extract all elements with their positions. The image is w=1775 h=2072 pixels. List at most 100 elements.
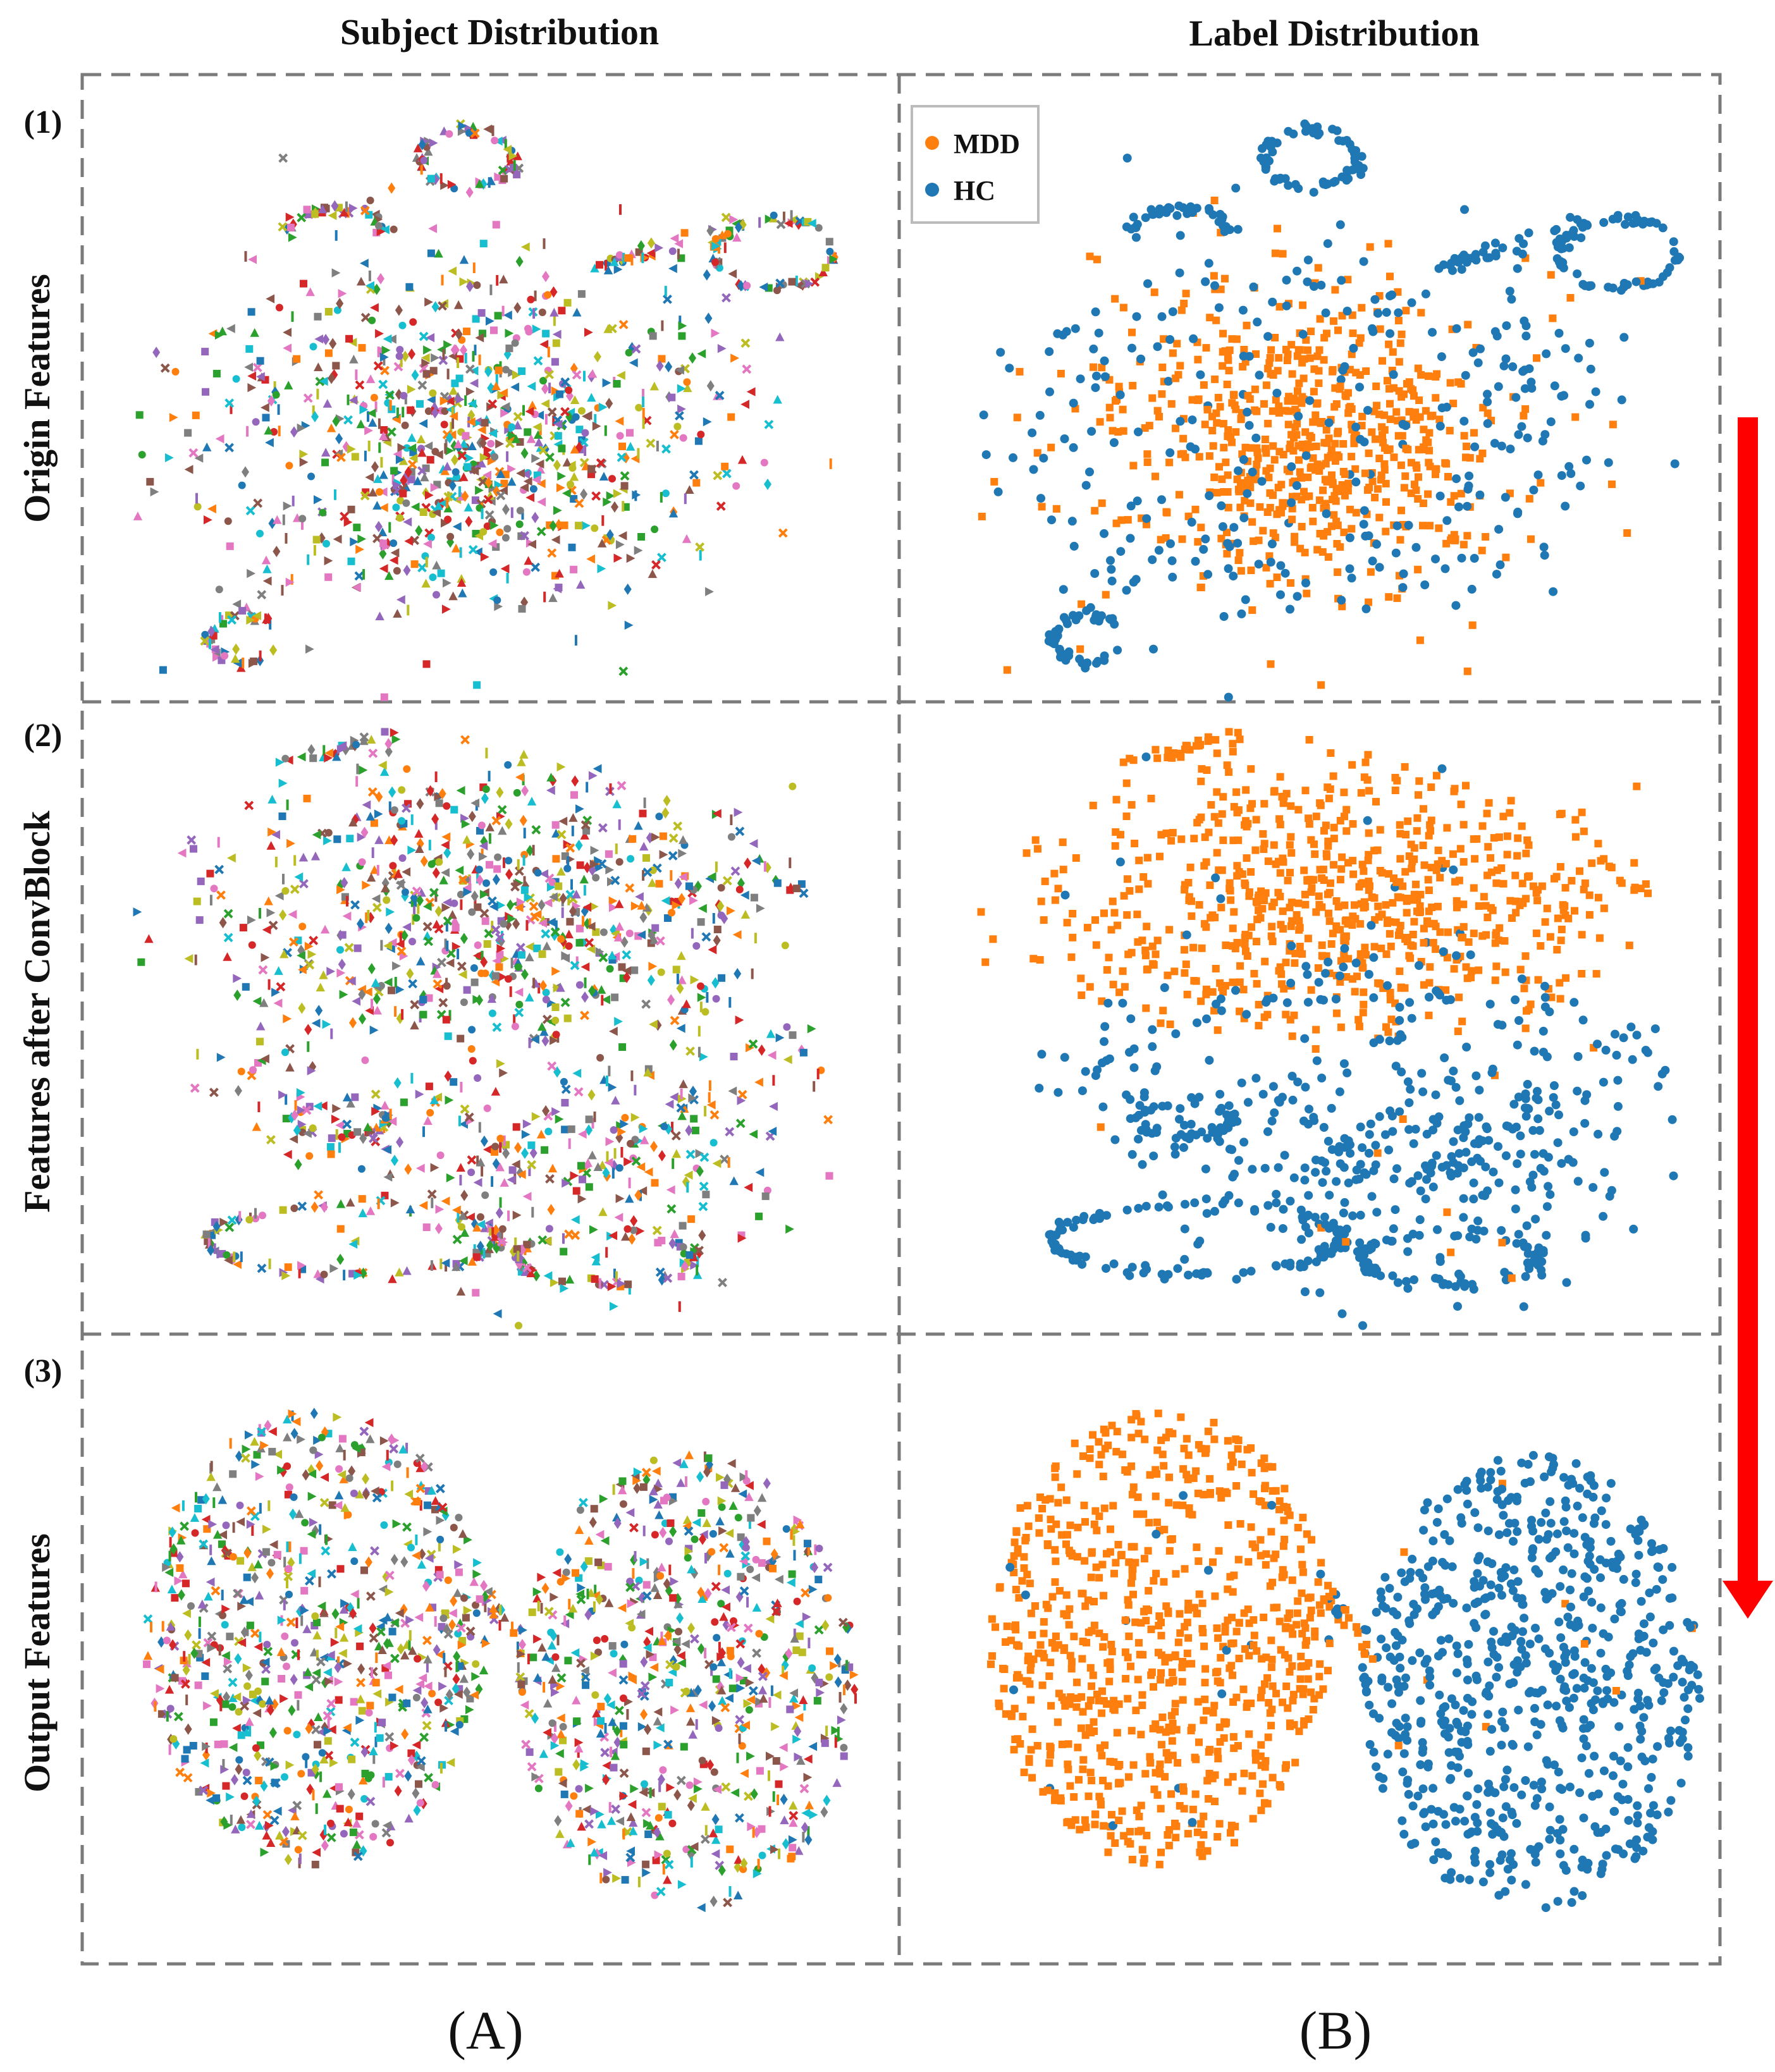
subject-point-2384: [353, 1128, 361, 1136]
subject-point-2103: [612, 1168, 615, 1179]
subject-point-2227: [698, 1026, 701, 1037]
label-point-mdd: [1260, 400, 1268, 408]
label-point-mdd: [1210, 272, 1218, 279]
subject-point-2791: [211, 1461, 213, 1472]
label-point-mdd: [1295, 457, 1303, 464]
subject-point-798: [670, 431, 678, 438]
subject-point-743: [481, 419, 489, 427]
subject-point-3524: [711, 1769, 718, 1776]
subject-point-2741: [335, 1465, 343, 1473]
subject-point-4039: [548, 1675, 557, 1684]
subject-point-171: [626, 429, 634, 437]
subject-point-3817: [735, 1514, 742, 1521]
subject-point-1863: [443, 802, 450, 810]
subject-point-1461: [741, 910, 750, 919]
subject-point-2802: [297, 1700, 299, 1711]
subject-point-920: [423, 539, 432, 548]
subject-point-2649: [304, 1683, 313, 1691]
subject-point-388: [467, 400, 476, 408]
subject-point-1840: [267, 908, 276, 917]
subject-point-804: [663, 295, 671, 303]
subject-point-2148: [754, 1077, 763, 1086]
label-point-hc: [1100, 357, 1109, 365]
subject-point-3385: [455, 1662, 458, 1672]
subject-point-3616: [794, 1550, 796, 1560]
subject-point-4007: [665, 1679, 673, 1686]
subject-point-2763: [412, 1741, 421, 1750]
label-point-mdd: [1385, 593, 1392, 601]
label-point-mdd: [1314, 353, 1322, 360]
label-point-mdd: [1391, 453, 1398, 461]
subject-point-4058: [708, 1700, 716, 1712]
subject-point-2130: [445, 1096, 454, 1105]
subject-point-459: [378, 419, 381, 429]
subject-point-2492: [214, 1243, 216, 1254]
subject-point-2503: [482, 1248, 485, 1259]
subject-point-3417: [587, 1837, 596, 1846]
subject-point-3428: [613, 1484, 615, 1495]
subject-point-1278: [407, 845, 416, 854]
subject-point-3270: [242, 1445, 251, 1454]
label-point-mdd: [1406, 378, 1413, 386]
subject-point-3359: [340, 1633, 348, 1642]
subject-point-3678: [780, 1815, 789, 1824]
subject-point-2111: [719, 1278, 727, 1286]
subject-point-1602: [394, 1006, 396, 1017]
subject-point-3905: [801, 1808, 810, 1817]
subject-point-1666: [452, 924, 460, 931]
subject-point-2106: [435, 1223, 443, 1234]
subject-point-2155: [605, 1247, 608, 1258]
subject-point-4099: [676, 1612, 684, 1624]
subject-point-380: [443, 579, 451, 587]
subject-point-619: [349, 355, 358, 364]
label-point-mdd: [1267, 580, 1274, 587]
label-point-mdd: [1267, 346, 1275, 354]
subject-point-1449: [389, 862, 396, 869]
subject-point-2122: [700, 1002, 703, 1012]
subject-point-160: [300, 458, 309, 467]
label-point-mdd: [1288, 516, 1296, 524]
subject-point-2118: [499, 1069, 508, 1077]
label-point-hc: [1351, 477, 1360, 486]
subject-point-3104: [288, 1705, 295, 1716]
subject-point-3868: [722, 1783, 730, 1791]
subject-point-3253: [362, 1473, 369, 1485]
subject-point-2446: [359, 1195, 366, 1203]
subject-point-3001: [286, 1542, 289, 1552]
subject-point-2008: [426, 1109, 434, 1117]
subject-point-1579: [656, 880, 663, 888]
subject-point-3969: [642, 1809, 650, 1817]
subject-point-1425: [538, 899, 546, 910]
subject-point-596: [690, 471, 697, 479]
label-point-hc: [1360, 506, 1369, 515]
label-point-hc: [1217, 501, 1225, 510]
subject-point-1324: [627, 855, 634, 862]
subject-point-1601: [658, 969, 665, 976]
subject-point-2940: [169, 1537, 172, 1548]
subject-point-1359: [713, 935, 721, 946]
subject-point-3448: [787, 1578, 795, 1587]
subject-point-1562: [670, 835, 677, 842]
subject-point-1397: [498, 806, 506, 814]
subject-point-122: [247, 507, 254, 515]
label-point-mdd: [1163, 509, 1170, 517]
subject-point-4024: [563, 1615, 566, 1626]
label-point-mdd: [1341, 492, 1349, 500]
subject-point-754: [396, 352, 403, 360]
subject-point-363: [374, 362, 382, 370]
label-point-mdd: [1176, 362, 1184, 369]
subject-point-1233: [630, 967, 638, 974]
label-point-hc: [1534, 470, 1543, 479]
subject-point-134: [534, 357, 542, 365]
subject-point-553: [707, 380, 715, 391]
subject-point-2052: [755, 1213, 763, 1220]
subject-point-1095: [770, 212, 778, 219]
subject-point-3134: [262, 1548, 270, 1556]
subject-point-2509: [346, 1198, 355, 1207]
subject-point-3797: [691, 1536, 699, 1543]
subject-point-2117: [371, 999, 373, 1010]
subject-point-1806: [517, 757, 525, 766]
subject-point-99: [502, 504, 510, 515]
subject-point-2015: [551, 1107, 560, 1116]
subject-point-1769: [611, 993, 618, 1001]
